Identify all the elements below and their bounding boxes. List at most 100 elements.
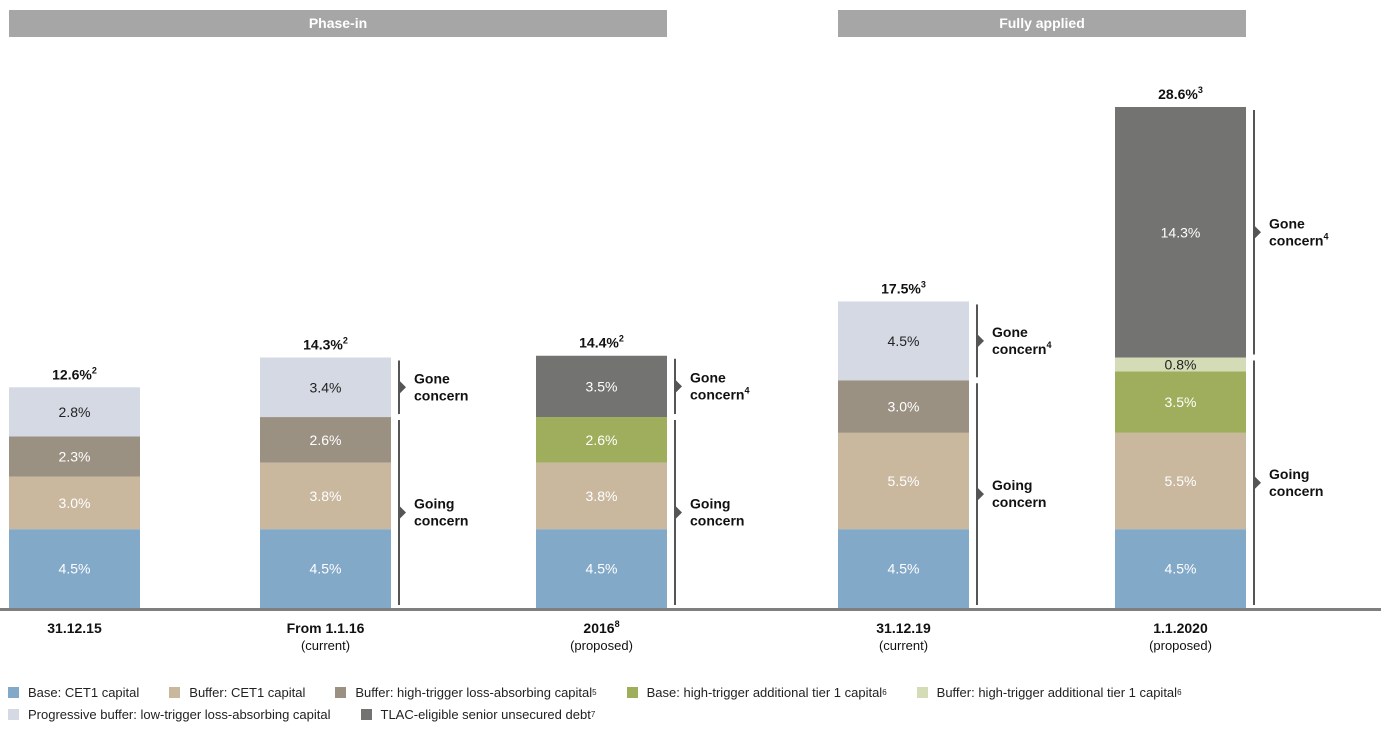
legend-swatch [8, 708, 19, 720]
category-sublabel: (proposed) [570, 638, 633, 653]
bar-segment [1115, 107, 1246, 358]
bracket-arrow [978, 488, 984, 501]
legend-footnote: 6 [882, 687, 887, 697]
segment-value-label: 2.6% [310, 432, 342, 448]
segment-value-label: 3.0% [59, 495, 91, 511]
bracket-arrow [1255, 476, 1261, 489]
segment-value-label: 5.5% [1165, 473, 1197, 489]
bar-segment [536, 462, 667, 530]
capital-requirements-chart: Phase-in Fully applied 4.5% 3.0% 2.3% 2.8% 12.… [0, 10, 1381, 653]
bar-segment [536, 529, 667, 608]
x-axis-line [0, 608, 1381, 611]
bracket-label-line2: concern [1269, 483, 1323, 499]
bar-segment [260, 357, 391, 418]
legend-label: Base: high-trigger additional tier 1 cap… [646, 684, 883, 700]
bracket-label-line1: Gone [1269, 215, 1305, 231]
bracket-label-line2: concern4 [690, 385, 749, 402]
legend-label: Buffer: CET1 capital [189, 684, 306, 700]
category-label: From 1.1.16 [287, 620, 365, 636]
segment-value-label: 4.5% [888, 333, 920, 349]
segment-value-label: 3.8% [586, 488, 618, 504]
segment-value-label: 3.8% [310, 488, 342, 504]
segment-value-label: 14.3% [1161, 224, 1201, 240]
legend-swatch [916, 686, 928, 698]
bracket-label-line2: concern4 [1269, 231, 1328, 248]
bar-segment [536, 417, 667, 463]
bar-segment [1115, 357, 1246, 372]
legend-item: Buffer: high-trigger loss-absorbing capi… [335, 684, 597, 700]
bracket-arrow [978, 334, 984, 347]
phase-header-label: Fully applied [999, 15, 1085, 31]
bracket-label-line1: Going [992, 477, 1032, 493]
bar-total-label: 28.6%3 [1158, 85, 1203, 102]
bar-total-label: 14.3%2 [303, 336, 348, 353]
bracket-label-line1: Going [414, 496, 454, 512]
legend-row: Base: CET1 capital Buffer: CET1 capital Bu… [8, 681, 1378, 703]
bar-segment [1115, 432, 1246, 530]
legend-item: Buffer: CET1 capital [169, 685, 305, 700]
bracket-label-line1: Gone [992, 324, 1028, 340]
bar-total-label: 17.5%3 [881, 279, 926, 296]
bracket-label-line1: Gone [414, 370, 450, 386]
bracket-arrow [676, 506, 682, 519]
category-label: 1.1.2020 [1153, 620, 1208, 636]
bar-segment [260, 462, 391, 530]
bracket-label-line1: Going [690, 496, 730, 512]
segment-value-label: 4.5% [310, 561, 342, 577]
category-label: 31.12.15 [47, 620, 102, 636]
legend-item: Buffer: high-trigger additional tier 1 c… [916, 684, 1182, 700]
bracket-label-line1: Going [1269, 466, 1309, 482]
legend-item: TLAC-eligible senior unsecured debt 7 [360, 706, 596, 722]
bracket-arrow [676, 380, 682, 393]
bar-segment [9, 529, 140, 608]
bracket-label-line1: Gone [690, 369, 726, 385]
bracket-label-line2: concern [414, 387, 468, 403]
legend-footnote: 5 [592, 687, 597, 697]
segment-value-label: 3.4% [310, 379, 342, 395]
bar-segment [260, 417, 391, 463]
legend-label: Buffer: high-trigger loss-absorbing capi… [355, 684, 593, 700]
bar-segment [838, 529, 969, 608]
segment-value-label: 4.5% [1165, 561, 1197, 577]
legend-footnote: 6 [1177, 687, 1182, 697]
legend-label: Progressive buffer: low-trigger loss-abs… [28, 706, 331, 722]
bar-segment [838, 301, 969, 381]
phase-header-bar [838, 10, 1246, 37]
legend-label: Base: CET1 capital [28, 684, 140, 700]
bracket-arrow [400, 381, 406, 394]
legend-label: TLAC-eligible senior unsecured debt [380, 706, 591, 722]
legend-footnote: 7 [590, 709, 596, 719]
bracket-label-line2: concern [414, 513, 468, 529]
phase-header-label: Phase-in [309, 15, 367, 31]
phase-header-bar [9, 10, 667, 37]
legend-item: Base: high-trigger additional tier 1 cap… [626, 684, 887, 700]
legend-swatch [626, 686, 638, 698]
segment-value-label: 3.5% [586, 378, 618, 394]
bar-segment [9, 387, 140, 437]
segment-value-label: 0.8% [1165, 357, 1197, 373]
legend-item: Progressive buffer: low-trigger loss-abs… [8, 707, 331, 722]
bar-segment [9, 476, 140, 530]
category-label: 20168 [583, 619, 619, 636]
category-sublabel: (current) [301, 638, 350, 653]
bar-segment [9, 436, 140, 477]
legend-swatch [8, 686, 19, 698]
bracket-label-line2: concern [992, 494, 1046, 510]
category-sublabel: (proposed) [1149, 638, 1212, 653]
segment-value-label: 5.5% [888, 473, 920, 489]
legend-label: Buffer: high-trigger additional tier 1 c… [936, 684, 1178, 700]
segment-value-label: 2.8% [59, 404, 91, 420]
bar-segment [1115, 371, 1246, 433]
bar-total-label: 14.4%2 [579, 334, 624, 351]
legend-swatch [169, 686, 181, 698]
bracket-label-line2: concern4 [992, 340, 1051, 357]
legend-swatch [360, 708, 372, 720]
bracket-arrow [400, 506, 406, 519]
bar-segment [260, 529, 391, 608]
segment-value-label: 4.5% [59, 561, 91, 577]
category-label: 31.12.19 [876, 620, 931, 636]
segment-value-label: 4.5% [586, 561, 618, 577]
segment-value-label: 3.0% [888, 399, 920, 415]
segment-value-label: 2.3% [59, 448, 91, 464]
bar-segment [838, 432, 969, 530]
